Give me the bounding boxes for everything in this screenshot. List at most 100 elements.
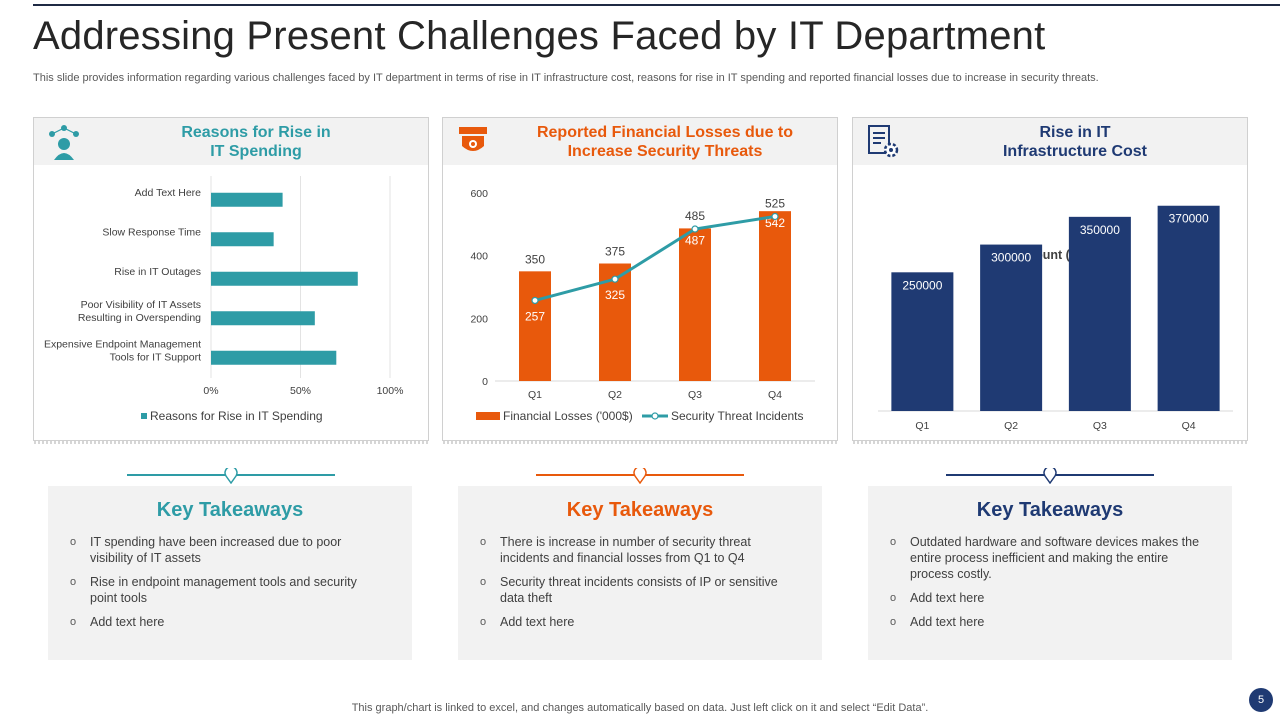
- list-item: o Rise in endpoint management tools and s…: [70, 574, 382, 606]
- data-label: 250000: [902, 278, 942, 292]
- card-header: [443, 118, 837, 165]
- line-point: [611, 275, 619, 283]
- takeaway-text: Outdated hardware and software devices m…: [910, 535, 1200, 581]
- legend-label: Security Threat Incidents: [671, 409, 804, 423]
- key-takeaways-3: Key Takeaways o Outdated hardware and sof…: [868, 486, 1232, 660]
- tick-label: 0: [482, 376, 488, 388]
- key-takeaways-2: Key Takeaways o There is increase in numb…: [458, 486, 822, 660]
- bullet-icon: o: [480, 576, 487, 588]
- legend-label: Reasons for Rise in IT Spending: [150, 409, 323, 423]
- takeaway-text: There is increase in number of security …: [500, 535, 751, 565]
- pin-divider: [946, 468, 1154, 484]
- card-title-line2: IT Spending: [210, 143, 302, 160]
- bar: [759, 211, 791, 381]
- bar: [679, 228, 711, 381]
- takeaway-list: o There is increase in number of security…: [480, 534, 792, 638]
- tick-label: 100%: [377, 385, 404, 397]
- bar: [980, 244, 1043, 411]
- list-item: o Add text here: [480, 614, 792, 630]
- tick-label: 400: [470, 251, 488, 263]
- takeaway-text: Add text here: [910, 591, 985, 605]
- list-item: o Add text here: [70, 614, 382, 630]
- card-title-line1: Reported Financial Losses due to: [536, 124, 794, 141]
- tick-label: Q1: [528, 389, 542, 401]
- data-label: 350000: [1080, 223, 1120, 237]
- takeaway-text: Add text here: [500, 615, 575, 629]
- list-item: o Security threat incidents consists of I…: [480, 574, 792, 606]
- tick-label: Q2: [608, 389, 622, 401]
- bar: [211, 232, 274, 247]
- card-bottom-rule: [443, 441, 837, 444]
- card-title: Reported Financial Losses due to Increas…: [503, 123, 827, 161]
- bar: [211, 311, 315, 326]
- data-label: 300000: [991, 251, 1031, 265]
- bullet-icon: o: [480, 536, 487, 548]
- bar: [1157, 205, 1220, 411]
- data-label: 375: [605, 245, 625, 259]
- tick-label: Q4: [768, 389, 782, 401]
- pin-divider: [127, 468, 335, 484]
- data-label: 370000: [1169, 212, 1209, 226]
- tick-label: 600: [470, 188, 488, 200]
- data-label: 487: [685, 233, 705, 247]
- list-item: o IT spending have been increased due to …: [70, 534, 382, 566]
- takeaway-text: Add text here: [90, 615, 165, 629]
- pin-divider: [536, 468, 744, 484]
- bar: [211, 350, 337, 365]
- bar: [211, 271, 358, 286]
- page-number: 5: [1249, 688, 1273, 712]
- page-title: Addressing Present Challenges Faced by I…: [33, 14, 1046, 58]
- tick-label: 0%: [203, 385, 218, 397]
- it-spending-chart: Add Text Here Slow Response Time Rise in I…: [44, 176, 404, 423]
- data-label: 257: [525, 309, 545, 323]
- category-label: Rise in IT Outages: [114, 266, 201, 278]
- series-line: [534, 215, 776, 302]
- bar: [519, 271, 551, 381]
- tick-label: 50%: [290, 385, 311, 397]
- takeaway-text: Security threat incidents consists of IP…: [500, 575, 778, 605]
- infrastructure-cost-chart: Amount ($)250000Q1300000Q2350000Q3370000…: [878, 205, 1233, 432]
- line-point: [771, 212, 779, 221]
- data-label: 325: [605, 288, 625, 302]
- team-network-icon: [49, 125, 79, 160]
- card-bottom-rule: [34, 441, 428, 444]
- takeaway-list: o Outdated hardware and software devices …: [890, 534, 1202, 638]
- category-label: Tools for IT Support: [110, 351, 202, 363]
- tick-label: Q4: [1182, 420, 1196, 432]
- footer-note: This graph/chart is linked to excel, and…: [351, 702, 929, 714]
- bar: [1068, 216, 1131, 411]
- card-title-line1: Rise in IT: [1039, 124, 1111, 141]
- key-takeaways-1: Key Takeaways o IT spending have been inc…: [48, 486, 412, 660]
- bar: [891, 272, 954, 411]
- security-alert-icon: [459, 127, 487, 151]
- category-label: Slow Response Time: [102, 226, 201, 238]
- category-label: Expensive Endpoint Management: [44, 338, 201, 350]
- key-takeaways-title: Key Takeaways: [566, 499, 714, 521]
- takeaway-text: Rise in endpoint management tools and se…: [90, 575, 357, 605]
- tick-label: Q3: [688, 389, 702, 401]
- line-point: [531, 296, 539, 305]
- card-bottom-rule: [853, 441, 1247, 444]
- card-infrastructure-cost: Rise in IT Infrastructure Cost Amount ($…: [852, 117, 1248, 444]
- category-label: Poor Visibility of IT Assets: [81, 299, 201, 311]
- card-it-spending: Reasons for Rise in IT Spending Add Text…: [33, 117, 429, 444]
- data-label: 350: [525, 252, 545, 266]
- financial-losses-chart: 0 200 400 600 350 Q1 375 Q2 487 Q3 542 Q4 257 325 485 5…: [470, 188, 815, 423]
- list-item: o There is increase in number of security…: [480, 534, 792, 566]
- top-rule: [33, 4, 1280, 6]
- category-label: Add Text Here: [135, 187, 202, 199]
- tick-label: 200: [470, 313, 488, 325]
- takeaway-text: Add text here: [910, 615, 985, 629]
- bullet-icon: o: [890, 592, 897, 604]
- card-title: Reasons for Rise in IT Spending: [94, 123, 418, 161]
- list-item: o Add text here: [890, 590, 1202, 606]
- card-title-line2: Increase Security Threats: [567, 143, 763, 160]
- document-gear-icon: [868, 125, 899, 158]
- card-title: Rise in IT Infrastructure Cost: [913, 123, 1237, 161]
- bullet-icon: o: [70, 576, 77, 588]
- list-item: o Add text here: [890, 614, 1202, 630]
- bullet-icon: o: [70, 536, 77, 548]
- takeaway-text: IT spending have been increased due to p…: [90, 535, 342, 565]
- legend-swatch: [141, 413, 147, 419]
- line-point: [691, 225, 699, 233]
